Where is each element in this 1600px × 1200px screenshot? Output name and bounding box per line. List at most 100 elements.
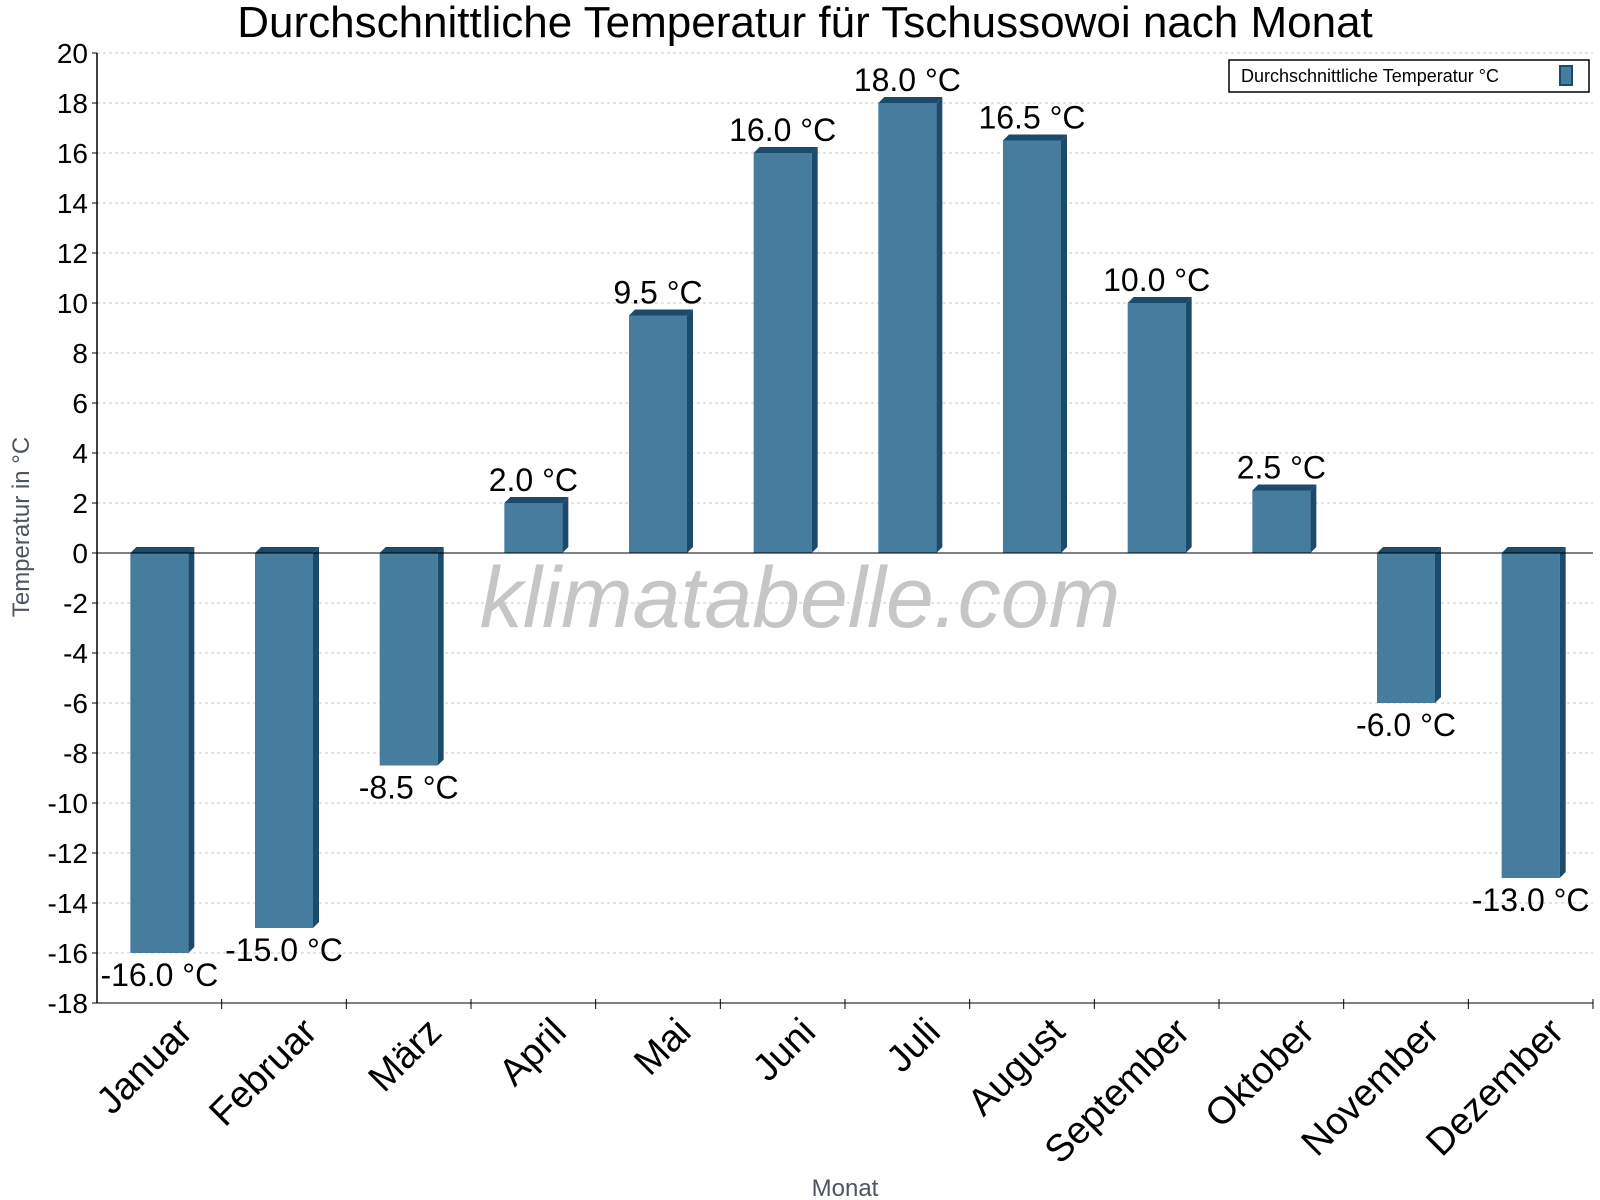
legend-label: Durchschnittliche Temperatur °C (1241, 66, 1499, 86)
bars (130, 97, 1566, 953)
bar-side (188, 547, 195, 953)
data-label: -16.0 °C (100, 957, 218, 993)
y-tick-label: 16 (57, 138, 88, 169)
y-tick-label: 18 (57, 88, 88, 119)
bar-front (130, 553, 189, 953)
bar-front (379, 553, 438, 766)
y-tick-label: -14 (48, 888, 88, 919)
bar-top (379, 547, 444, 553)
bar-top (1501, 547, 1566, 553)
y-tick-label: 2 (72, 488, 88, 519)
data-label: 10.0 °C (1103, 262, 1210, 298)
y-tick-label: 12 (57, 238, 88, 269)
bar-juli (878, 97, 943, 553)
legend-box (1228, 59, 1590, 93)
bar-top (1252, 484, 1317, 491)
bar-dezember (1501, 547, 1566, 878)
bar-front (878, 103, 937, 553)
bar-front (504, 503, 563, 553)
bar-side (1310, 484, 1317, 553)
y-tick-label: -10 (48, 788, 88, 819)
data-label: 18.0 °C (854, 62, 961, 98)
legend: Durchschnittliche Temperatur °C (1228, 59, 1590, 93)
y-tick-label: 8 (72, 338, 88, 369)
bar-februar (255, 547, 319, 928)
bar-april (504, 497, 569, 553)
bar-front (1377, 553, 1435, 703)
bar-front (255, 553, 313, 928)
data-label: 2.0 °C (489, 462, 578, 498)
bar-august (1003, 134, 1067, 553)
y-tick-label: -2 (63, 588, 88, 619)
bar-oktober (1252, 484, 1317, 553)
bar-top (878, 97, 943, 103)
bar-top (255, 547, 319, 553)
x-tick-label: März (361, 1011, 450, 1100)
y-tick-label: 14 (57, 188, 88, 219)
data-label: -6.0 °C (1356, 707, 1456, 743)
bar-front (1501, 553, 1560, 878)
x-tick-label: Mai (626, 1011, 699, 1084)
x-axis-title: Monat (812, 1175, 879, 1200)
x-tick-label: August (960, 1010, 1074, 1124)
bar-top (1127, 297, 1192, 303)
x-tick-label: Dezember (1418, 1010, 1572, 1164)
gridlines (97, 52, 1593, 1004)
data-label: -15.0 °C (225, 932, 343, 968)
y-tick-label: 10 (57, 288, 88, 319)
bar-side (1435, 547, 1441, 703)
bar-side (936, 97, 943, 553)
bar-top (753, 147, 818, 153)
bar-juni (753, 147, 818, 553)
bar-top (1377, 547, 1441, 553)
y-tick-label: 20 (57, 38, 88, 69)
bar-side (562, 497, 569, 553)
y-tick-label: 0 (72, 538, 88, 569)
x-tick-label: Februar (202, 1010, 326, 1134)
x-tick-label: Juli (879, 1011, 949, 1081)
bar-januar (130, 547, 195, 953)
bar-front (1127, 303, 1186, 553)
bar-top (629, 309, 693, 316)
y-axis-title: Temperatur in °C (8, 437, 35, 617)
data-label: 16.5 °C (978, 100, 1085, 136)
y-tick-label: -12 (48, 838, 88, 869)
bar-side (811, 147, 818, 553)
bar-november (1377, 547, 1441, 703)
bar-september (1127, 297, 1192, 553)
y-tick-label: -4 (63, 638, 88, 669)
x-tick-label: Juni (745, 1011, 824, 1090)
bar-märz (379, 547, 444, 766)
x-tick-label: Januar (89, 1010, 201, 1122)
bar-front (753, 153, 812, 553)
y-tick-label: -6 (63, 688, 88, 719)
data-label: 9.5 °C (613, 275, 702, 311)
bar-side (1185, 297, 1192, 553)
x-tick-label: April (491, 1011, 574, 1094)
data-labels: -16.0 °C-15.0 °C -8.5 °C 2.0 °C 9.5 °C 16.0 … (100, 62, 1589, 993)
bar-front (1003, 140, 1061, 553)
bar-side (687, 309, 693, 553)
bar-top (1003, 134, 1067, 141)
bar-top (130, 547, 195, 553)
bar-front (629, 315, 687, 553)
bar-top (504, 497, 569, 503)
bar-mai (629, 309, 693, 553)
y-tick-label: 6 (72, 388, 88, 419)
bar-side (313, 547, 319, 928)
bar-front (1252, 490, 1311, 553)
chart-title: Durchschnittliche Temperatur für Tschuss… (237, 0, 1373, 47)
x-tick-label: Oktober (1197, 1010, 1323, 1136)
data-label: 2.5 °C (1237, 450, 1326, 486)
bar-side (437, 547, 444, 766)
watermark: klimatabelle.com (480, 550, 1120, 646)
legend-swatch (1559, 65, 1573, 86)
y-tick-label: 4 (72, 438, 88, 469)
bar-side (1559, 547, 1566, 878)
y-tick-label: -18 (48, 988, 88, 1019)
data-label: 16.0 °C (729, 112, 836, 148)
bar-side (1061, 134, 1067, 553)
y-tick-label: -16 (48, 938, 88, 969)
data-label: -8.5 °C (359, 770, 459, 806)
